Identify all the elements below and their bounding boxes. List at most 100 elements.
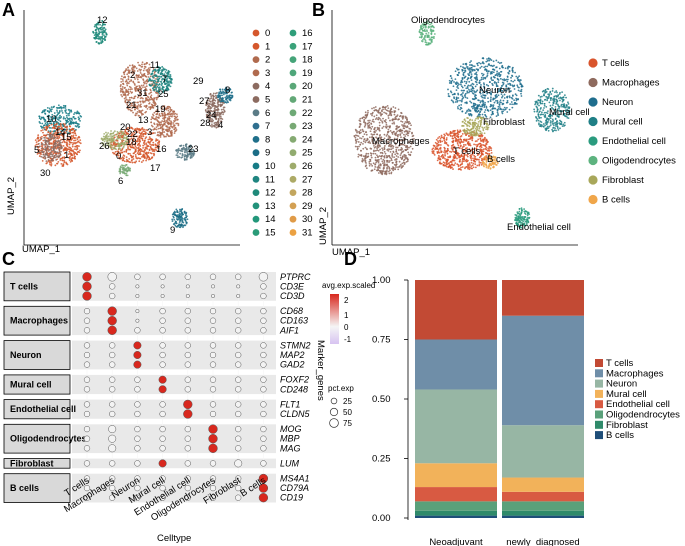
dot-CLDN5-neuron [134, 410, 141, 418]
legend-dot-macrophages [588, 77, 598, 88]
dot-MAP2-mural-cell [159, 351, 166, 359]
legend-swatch-mural-cell [595, 389, 603, 398]
dot-PTPRC-b-cells [258, 272, 269, 282]
legend-dot-b-cells [588, 194, 598, 205]
annotation-endothelial-cell: Endothelial cell [507, 222, 571, 233]
legend-label-20: 20 [302, 81, 313, 92]
dot-CD3D-mural-cell [160, 294, 165, 298]
dot-CD3D-neuron [135, 294, 140, 298]
dot-CD19-endothelial-cell [184, 494, 191, 501]
dot-STMN2-fibroblast [235, 342, 242, 349]
dot-CLDN5-mural-cell [159, 410, 166, 418]
cluster-label-17: 17 [150, 163, 161, 174]
legend-dot-11 [252, 175, 260, 183]
cluster-label-15: 15 [61, 132, 72, 143]
dot-MAG-endothelial-cell [184, 445, 191, 452]
dot-MBP-endothelial-cell [184, 435, 191, 442]
group-label-fibroblast: Fibroblast [10, 458, 54, 468]
bar-neoadjuvant-macrophages [415, 339, 497, 390]
dot-AIF1-macrophages [107, 325, 117, 335]
cluster-label-25: 25 [158, 89, 169, 100]
gene-label-MBP: MBP [280, 434, 300, 444]
blob-endothelial [514, 207, 531, 229]
group-box-7 [3, 473, 71, 503]
y-tick-label-1: 0.25 [372, 454, 391, 465]
gene-label-MAG: MAG [280, 443, 301, 453]
blob-macrophages [353, 104, 415, 176]
cluster-26 [100, 130, 130, 151]
dot-PTPRC-t-cells [82, 272, 92, 282]
dot-PTPRC-oligodendrocytes [209, 273, 217, 280]
dot-CD248-t-cells [83, 386, 91, 393]
legend-dot-15 [252, 229, 260, 236]
y-tick-label-2: 0.50 [372, 394, 391, 405]
dot-CD79A-neuron [134, 484, 141, 492]
cluster-label-10: 10 [46, 114, 57, 125]
legend-dot-10 [252, 162, 260, 170]
dot-AIF1-t-cells [83, 327, 91, 334]
legend-swatch-endothelial-cell [595, 400, 603, 409]
dot-FLT1-b-cells [260, 401, 267, 408]
cluster-label-29: 29 [193, 76, 204, 87]
dot-MAP2-macrophages [109, 351, 116, 359]
gene-label-LUM: LUM [280, 458, 300, 468]
dot-LUM-macrophages [109, 460, 116, 467]
legend-dot-26 [289, 162, 297, 170]
dot-GAD2-macrophages [109, 361, 116, 368]
legend-label-10: 10 [265, 161, 276, 172]
legend-dot-30 [289, 215, 297, 223]
x-axis-label: UMAP_1 [22, 244, 60, 255]
dot-CD248-mural-cell [158, 385, 167, 394]
dot-CD79A-fibroblast [235, 484, 242, 492]
cluster-label-5: 5 [34, 145, 39, 156]
color-legend-tick-1: 1 [344, 311, 349, 320]
legend-label-29: 29 [302, 201, 313, 212]
legend-label-d-macrophages: Macrophages [606, 368, 664, 379]
color-legend-tick-0: 2 [344, 296, 349, 305]
dot-CD248-endothelial-cell [184, 386, 191, 393]
legend-label-d-neuron: Neuron [606, 379, 637, 390]
legend-dot-18 [289, 56, 297, 63]
dot-MOG-mural-cell [159, 425, 166, 433]
color-legend: avg.exp.scaled 2 1 0 -1 [322, 281, 375, 344]
dot-CD248-b-cells [260, 386, 267, 393]
dot-CD19-mural-cell [159, 494, 166, 501]
legend-dot-2 [252, 56, 260, 63]
dot-MAG-oligodendrocytes [208, 443, 218, 453]
legend-dot-4 [252, 82, 260, 90]
color-legend-title: avg.exp.scaled [322, 281, 375, 290]
gene-label-FOXF2: FOXF2 [280, 375, 309, 385]
dot-CD163-b-cells [260, 317, 267, 324]
panel-letter-d: D [344, 249, 357, 269]
cluster-label-19: 19 [155, 104, 166, 115]
dot-FOXF2-fibroblast [235, 376, 242, 383]
legend-dot-21 [289, 96, 297, 103]
cluster-9 [171, 207, 189, 229]
cluster-6 [175, 143, 196, 161]
legend-dot-17 [289, 42, 297, 50]
dot-CD19-neuron [134, 494, 141, 501]
gene-label-MAP2: MAP2 [280, 350, 305, 360]
group-box-3 [3, 374, 71, 395]
group-bg-5 [72, 424, 276, 454]
dot-FLT1-neuron [134, 401, 141, 408]
legend-dot-t-cells [588, 58, 598, 68]
dot-GAD2-oligodendrocytes [209, 361, 217, 368]
cluster-5 [37, 133, 63, 163]
dot-MBP-fibroblast [235, 435, 242, 442]
group-label-macrophages: Macrophages [10, 316, 68, 326]
y-tick-label-3: 0.75 [372, 335, 391, 346]
legend-dot-24 [289, 136, 297, 143]
dot-CD3E-endothelial-cell [185, 284, 190, 289]
cluster-label-26: 26 [99, 141, 110, 152]
dot-CD68-t-cells [83, 307, 91, 315]
legend-label-oligodendrocytes: Oligodendrocytes [602, 156, 676, 167]
y-axis-label-c: Marker_genes [315, 340, 326, 401]
dot-MS4A1-mural-cell [159, 475, 166, 482]
bar-neoadjuvant-fibroblast [415, 510, 497, 516]
dot-MBP-mural-cell [159, 435, 166, 442]
dot-CD163-neuron [135, 318, 140, 323]
dot-CD68-neuron [135, 309, 140, 314]
legend-dot-25 [289, 149, 297, 157]
dot-MS4A1-t-cells [83, 475, 91, 482]
